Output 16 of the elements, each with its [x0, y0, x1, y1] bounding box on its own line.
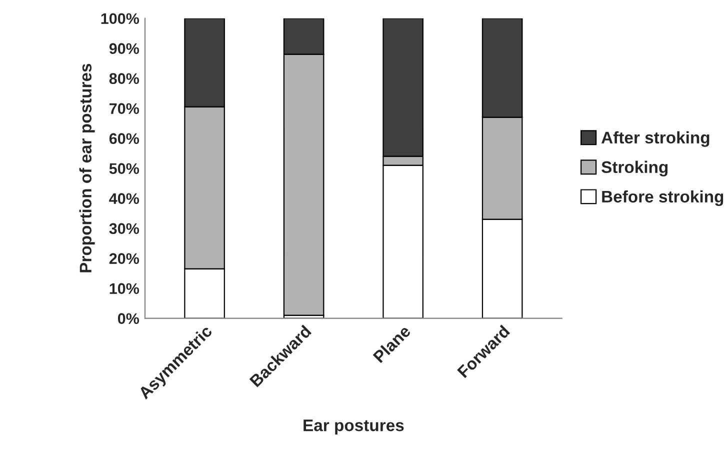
legend-label: After stroking [601, 131, 710, 147]
y-tick-label: 20% [109, 253, 140, 264]
y-tick-label: 0% [118, 313, 140, 324]
legend-label: Stroking [602, 160, 668, 176]
y-tick-label: 70% [110, 103, 140, 114]
y-tick-label: 30% [109, 223, 140, 234]
legend-label: Before stroking [602, 190, 724, 206]
y-tick-label: 80% [109, 73, 140, 84]
y-tick-label: 40% [109, 193, 140, 204]
x-axis-title: Ear postures [304, 420, 404, 435]
y-axis-title: Proportion of ear postures [79, 64, 95, 272]
y-tick-label: 60% [109, 133, 140, 144]
y-tick-label: 90% [109, 43, 140, 54]
y-tick-label: 50% [109, 163, 140, 174]
y-tick-label: 100% [101, 13, 140, 24]
y-tick-label: 10% [110, 283, 140, 294]
